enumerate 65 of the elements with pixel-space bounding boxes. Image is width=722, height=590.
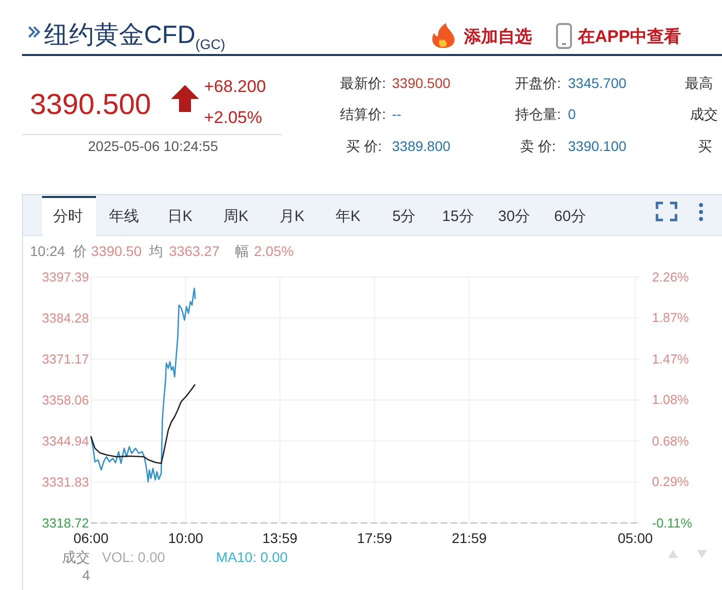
text: 最新价: (340, 75, 386, 91)
y-tick-label: 3371.17 (42, 351, 89, 366)
text: 买 价: (346, 138, 382, 154)
x-tick-label: 21:59 (452, 530, 487, 546)
y-tick-label: 3358.06 (42, 392, 89, 408)
y2-tick-label: 0.29% (652, 474, 690, 489)
text: 3345.700 (568, 75, 627, 91)
text: 3390.500 (392, 75, 451, 91)
y2-tick-label: 0.68% (652, 434, 690, 448)
text: 价 (72, 243, 87, 259)
text: 周K (223, 208, 249, 225)
line-series (90, 384, 196, 464)
y-tick-label: 3318.72 (42, 516, 89, 530)
y2-tick-label: 2.26% (652, 270, 690, 284)
y2-tick-label: 1.87% (652, 310, 690, 325)
text: 分时 (53, 208, 83, 225)
text: 2.05% (254, 243, 294, 259)
x-tick-label: 13:59 (262, 530, 298, 546)
y-tick-label: 3384.28 (42, 310, 89, 326)
text: 10:24 (30, 243, 66, 259)
text: VOL: 0.00 (102, 549, 166, 565)
text: 5分 (392, 208, 416, 225)
text: 日K (167, 208, 193, 225)
text: +68.200 (204, 77, 266, 96)
text: 结算价: (340, 106, 386, 122)
text: 添加自选 (463, 27, 532, 46)
text: MA10: 0.00 (216, 549, 288, 565)
y2-tick-label: 1.08% (652, 392, 690, 407)
y-tick-label: 3331.83 (42, 474, 89, 490)
text: 最高 (685, 75, 713, 91)
text: 买 (698, 138, 712, 154)
text: 在APP中查看 (577, 27, 681, 46)
y2-tick-label: -0.11% (652, 516, 693, 530)
text: 月K (279, 208, 305, 225)
x-tick-label: 05:00 (618, 530, 653, 546)
text: 0 (568, 106, 576, 122)
text: 3390.50 (91, 243, 142, 259)
text: 3390.100 (568, 138, 627, 154)
text: 15分 (442, 208, 474, 225)
chart-title: 纽约黄金CFD$_{(GC)}$ (44, 21, 226, 52)
x-tick-label: 06:00 (73, 530, 109, 546)
text: 年K (335, 208, 361, 225)
text: 2025-05-06 10:24:55 (88, 138, 218, 154)
text: 30分 (498, 208, 530, 225)
text: 幅 (235, 243, 249, 259)
text: 3363.27 (169, 243, 220, 259)
x-tick-label: 10:00 (168, 530, 204, 546)
y2-tick-label: 1.47% (652, 352, 690, 366)
text: 4 (82, 567, 90, 583)
text: 60分 (554, 208, 586, 225)
text: 持仓量: (515, 106, 561, 122)
text: +2.05% (204, 108, 262, 127)
line-series (90, 288, 196, 482)
text: 年线 (109, 208, 139, 225)
text: 开盘价: (515, 75, 561, 91)
y-tick-label: 3397.39 (42, 270, 89, 284)
text: 成交 (62, 549, 90, 565)
text: 3389.800 (392, 138, 451, 154)
x-tick-label: 17:59 (357, 530, 392, 546)
text: 成交 (690, 106, 718, 122)
text: 3390.500 (30, 89, 151, 121)
text: 卖 价: (520, 138, 556, 154)
text: 均 (148, 243, 163, 259)
y-tick-label: 3344.94 (42, 434, 89, 449)
text: -- (392, 106, 402, 122)
